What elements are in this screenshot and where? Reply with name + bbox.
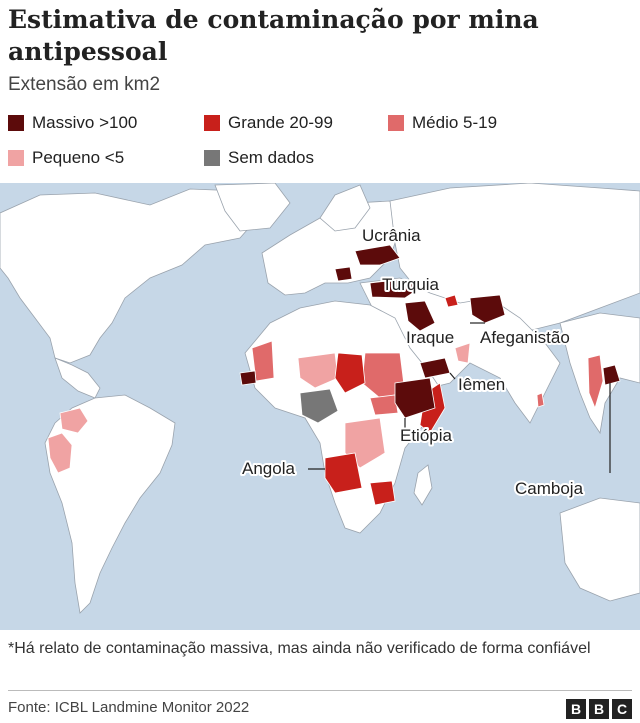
bbc-logo-c: C bbox=[612, 699, 632, 719]
region-afghanistan-massive bbox=[469, 294, 506, 324]
legend-item-no-data: Sem dados bbox=[204, 148, 314, 168]
legend-label-small: Pequeno <5 bbox=[32, 148, 125, 167]
south-america bbox=[44, 394, 176, 614]
region-turkey-massive bbox=[369, 278, 421, 299]
region-chad-large bbox=[334, 352, 366, 394]
legend-label-massive: Massivo >100 bbox=[32, 113, 138, 132]
region-nigeria-no-data bbox=[299, 388, 339, 424]
region-mauritania-medium bbox=[251, 340, 275, 382]
region-balkans-massive bbox=[334, 266, 353, 282]
label-cambodia: Camboja bbox=[515, 479, 584, 498]
region-iraq-massive bbox=[404, 300, 436, 332]
legend-swatch-small bbox=[8, 150, 24, 166]
leader-yemen bbox=[449, 372, 456, 380]
world-map: Ucrânia Turquia Iraque Afeganistão Iêmen… bbox=[0, 183, 640, 630]
region-sri-lanka-medium bbox=[536, 392, 545, 408]
world-map-svg: Ucrânia Turquia Iraque Afeganistão Iêmen… bbox=[0, 183, 640, 614]
region-thailand-medium bbox=[587, 354, 604, 410]
region-western-sahara-massive bbox=[239, 370, 257, 386]
region-cambodia-massive bbox=[602, 364, 621, 386]
legend-item-small: Pequeno <5 bbox=[8, 148, 124, 168]
region-south-sudan-medium bbox=[369, 394, 399, 416]
greenland bbox=[214, 183, 291, 232]
label-angola: Angola bbox=[242, 459, 295, 478]
bbc-logo-b2: B bbox=[589, 699, 609, 719]
central-america bbox=[54, 357, 101, 399]
label-iraq: Iraque bbox=[406, 328, 454, 347]
label-ethiopia: Etiópia bbox=[400, 426, 453, 445]
footnote: *Há relato de contaminação massiva, mas … bbox=[8, 640, 591, 657]
no-data-layer bbox=[299, 388, 339, 424]
label-turkey: Turquia bbox=[382, 275, 440, 294]
region-zimbabwe-large bbox=[369, 480, 396, 506]
legend-label-no-data: Sem dados bbox=[228, 148, 314, 167]
legend-swatch-massive bbox=[8, 115, 24, 131]
legend-item-medium: Médio 5-19 bbox=[388, 113, 497, 133]
divider bbox=[8, 690, 632, 691]
source-credit: Fonte: ICBL Landmine Monitor 2022 bbox=[8, 699, 250, 716]
legend-swatch-large bbox=[204, 115, 220, 131]
region-ukraine-massive bbox=[354, 244, 401, 266]
legend-item-massive: Massivo >100 bbox=[8, 113, 137, 133]
legend-label-medium: Médio 5-19 bbox=[412, 113, 498, 132]
region-oman-small bbox=[454, 342, 471, 364]
madagascar bbox=[413, 464, 433, 506]
chart-title: Estimativa de contaminação por mina anti… bbox=[8, 5, 539, 66]
scandinavia bbox=[319, 184, 371, 232]
label-afghanistan: Afeganistão bbox=[480, 328, 570, 347]
label-ukraine: Ucrânia bbox=[362, 226, 421, 245]
bbc-logo: B B C bbox=[566, 699, 632, 719]
region-angola-large bbox=[324, 452, 363, 494]
chart-subtitle: Extensão em km2 bbox=[8, 74, 161, 95]
region-west-africa-small bbox=[297, 352, 339, 389]
label-leaders bbox=[308, 322, 611, 473]
region-ethiopia-massive bbox=[394, 377, 436, 419]
massive-contamination-layer bbox=[239, 244, 621, 419]
legend-swatch-no-data bbox=[204, 150, 220, 166]
australia bbox=[559, 497, 640, 602]
legend-label-large: Grande 20-99 bbox=[228, 113, 333, 132]
bbc-logo-b1: B bbox=[566, 699, 586, 719]
region-colombia-small bbox=[59, 407, 89, 434]
label-yemen: Iêmen bbox=[458, 375, 505, 394]
legend-item-large: Grande 20-99 bbox=[204, 113, 333, 133]
north-america bbox=[0, 188, 263, 364]
region-armenia-large bbox=[444, 294, 459, 308]
region-peru-small bbox=[47, 432, 73, 474]
legend-swatch-medium bbox=[388, 115, 404, 131]
